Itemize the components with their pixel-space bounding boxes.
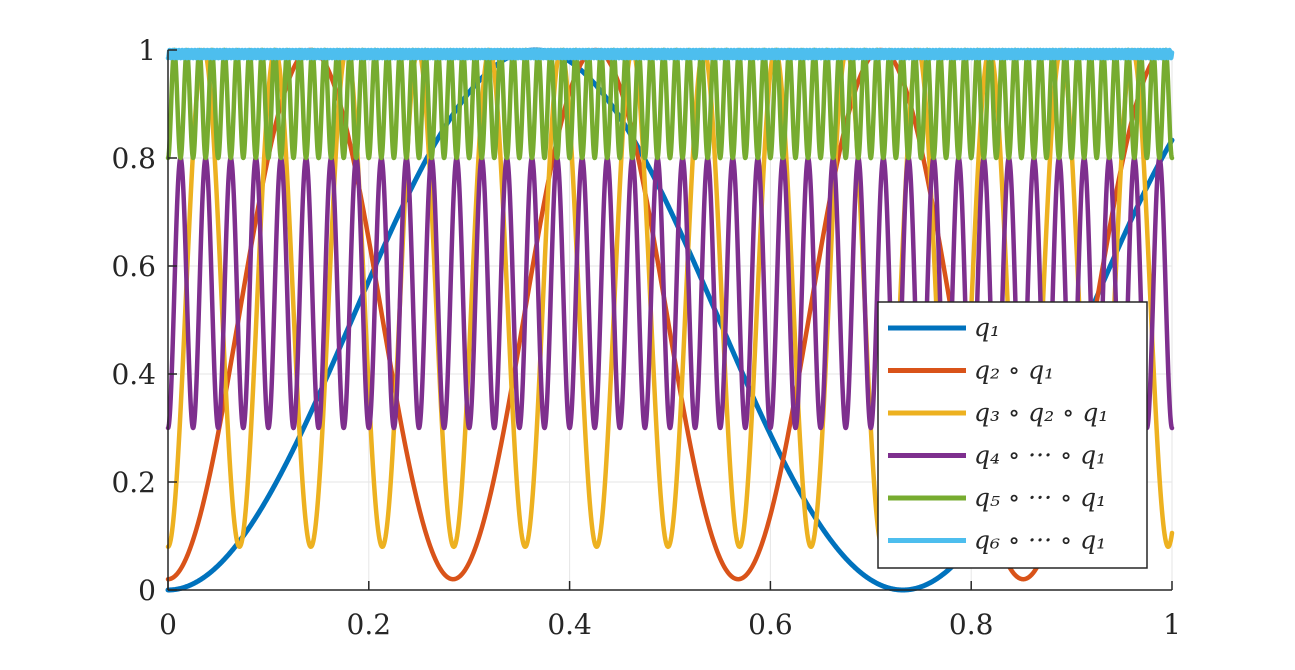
y-tick-label-5: 1 (138, 34, 156, 67)
x-tick-label-1: 0.2 (347, 608, 392, 641)
x-tick-label-4: 0.8 (949, 608, 994, 641)
tick-labels: 0 0.2 0.4 0.6 0.8 1 0 0.2 0.4 0.6 0.8 1 (111, 34, 1180, 641)
x-tick-label-2: 0.4 (547, 608, 592, 641)
legend: q₁ q₂ ∘ q₁ q₃ ∘ q₂ ∘ q₁ q₄ ∘ ··· ∘ q₁ q₅ ∘ ·… (877, 301, 1148, 569)
y-tick-label-1: 0.2 (111, 466, 156, 499)
series-line-6 (165, 47, 1175, 61)
x-tick-label-0: 0 (159, 608, 177, 641)
y-tick-label-4: 0.8 (111, 142, 156, 175)
legend-box (877, 301, 1148, 569)
series-line-4 (165, 155, 1175, 431)
y-tick-label-3: 0.6 (111, 250, 156, 283)
y-tick-label-2: 0.4 (111, 358, 156, 391)
x-tick-label-3: 0.6 (748, 608, 793, 641)
legend-label-2: q₂ ∘ q₁ (974, 356, 1054, 385)
legend-label-4: q₄ ∘ ··· ∘ q₁ (974, 441, 1106, 470)
legend-label-5: q₅ ∘ ··· ∘ q₁ (974, 483, 1106, 512)
series-line-5 (165, 47, 1175, 161)
legend-label-1: q₁ (974, 313, 1000, 342)
y-tick-label-0: 0 (138, 574, 156, 607)
axes (167, 49, 1173, 591)
legend-label-6: q₆ ∘ ··· ∘ q₁ (974, 526, 1106, 555)
x-tick-label-5: 1 (1163, 608, 1181, 641)
legend-label-3: q₃ ∘ q₂ ∘ q₁ (974, 398, 1108, 427)
